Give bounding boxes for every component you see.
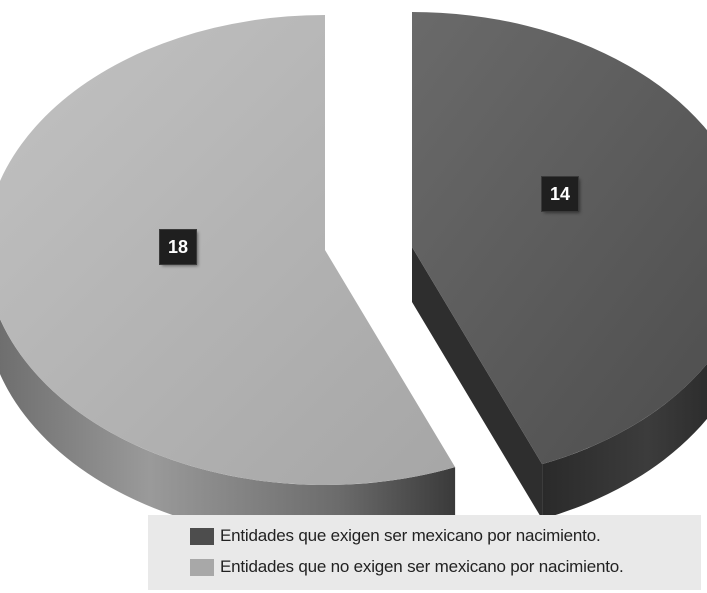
- chart-legend: Entidades que exigen ser mexicano por na…: [148, 515, 701, 590]
- legend-swatch-dark: [190, 527, 214, 545]
- legend-item-no-exigen: Entidades que no exigen ser mexicano por…: [190, 556, 624, 578]
- legend-item-exigen: Entidades que exigen ser mexicano por na…: [190, 525, 601, 547]
- legend-label: Entidades que no exigen ser mexicano por…: [220, 557, 624, 576]
- legend-label: Entidades que exigen ser mexicano por na…: [220, 526, 601, 545]
- pie-slice-18: [0, 15, 456, 485]
- pie-slice-14: [412, 12, 707, 465]
- data-label-18: 18: [167, 236, 189, 257]
- pie-slice-side-14: [542, 363, 707, 520]
- data-label-14: 14: [549, 183, 571, 204]
- data-label-box-0: 14: [541, 176, 579, 212]
- legend-swatch-light: [190, 558, 214, 576]
- pie-slice-cut-14: [412, 247, 543, 520]
- data-label-box-1: 18: [159, 229, 197, 265]
- pie-slice-side-18: [0, 318, 456, 540]
